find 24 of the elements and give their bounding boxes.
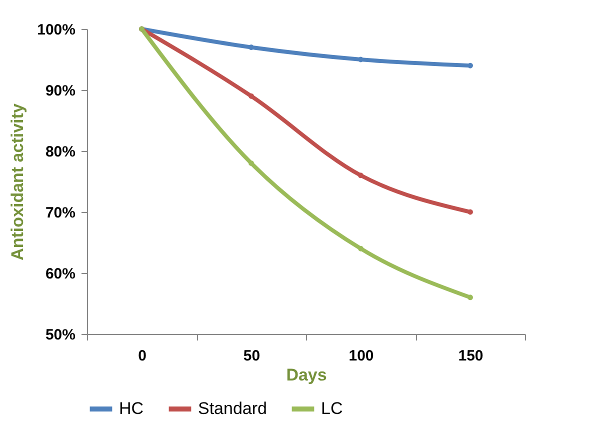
y-tick-label: 70% — [45, 204, 76, 222]
y-tick-label: 90% — [45, 82, 76, 100]
y-tick-label: 80% — [45, 144, 76, 160]
y-tick-label: 100% — [37, 22, 76, 38]
x-tick-label: 100 — [348, 348, 374, 364]
point — [248, 93, 254, 99]
y-tick-label: 50% — [45, 326, 76, 344]
point — [358, 172, 364, 178]
point — [248, 44, 254, 50]
legend-label: LC — [321, 399, 343, 418]
legend-label: Standard — [198, 399, 267, 418]
y-tick-label: 60% — [45, 266, 76, 282]
x-tick-label: 150 — [458, 348, 484, 364]
y-axis-title: Antioxidant activity — [8, 103, 28, 260]
legend-label: HC — [119, 399, 144, 418]
x-axis-title: Days — [286, 366, 327, 384]
x-tick-label: 50 — [243, 348, 260, 364]
point — [468, 209, 473, 215]
point — [248, 160, 254, 166]
point — [358, 56, 364, 62]
point — [468, 294, 473, 300]
point — [468, 62, 473, 68]
point — [358, 246, 364, 252]
x-tick-label: 0 — [138, 348, 146, 364]
